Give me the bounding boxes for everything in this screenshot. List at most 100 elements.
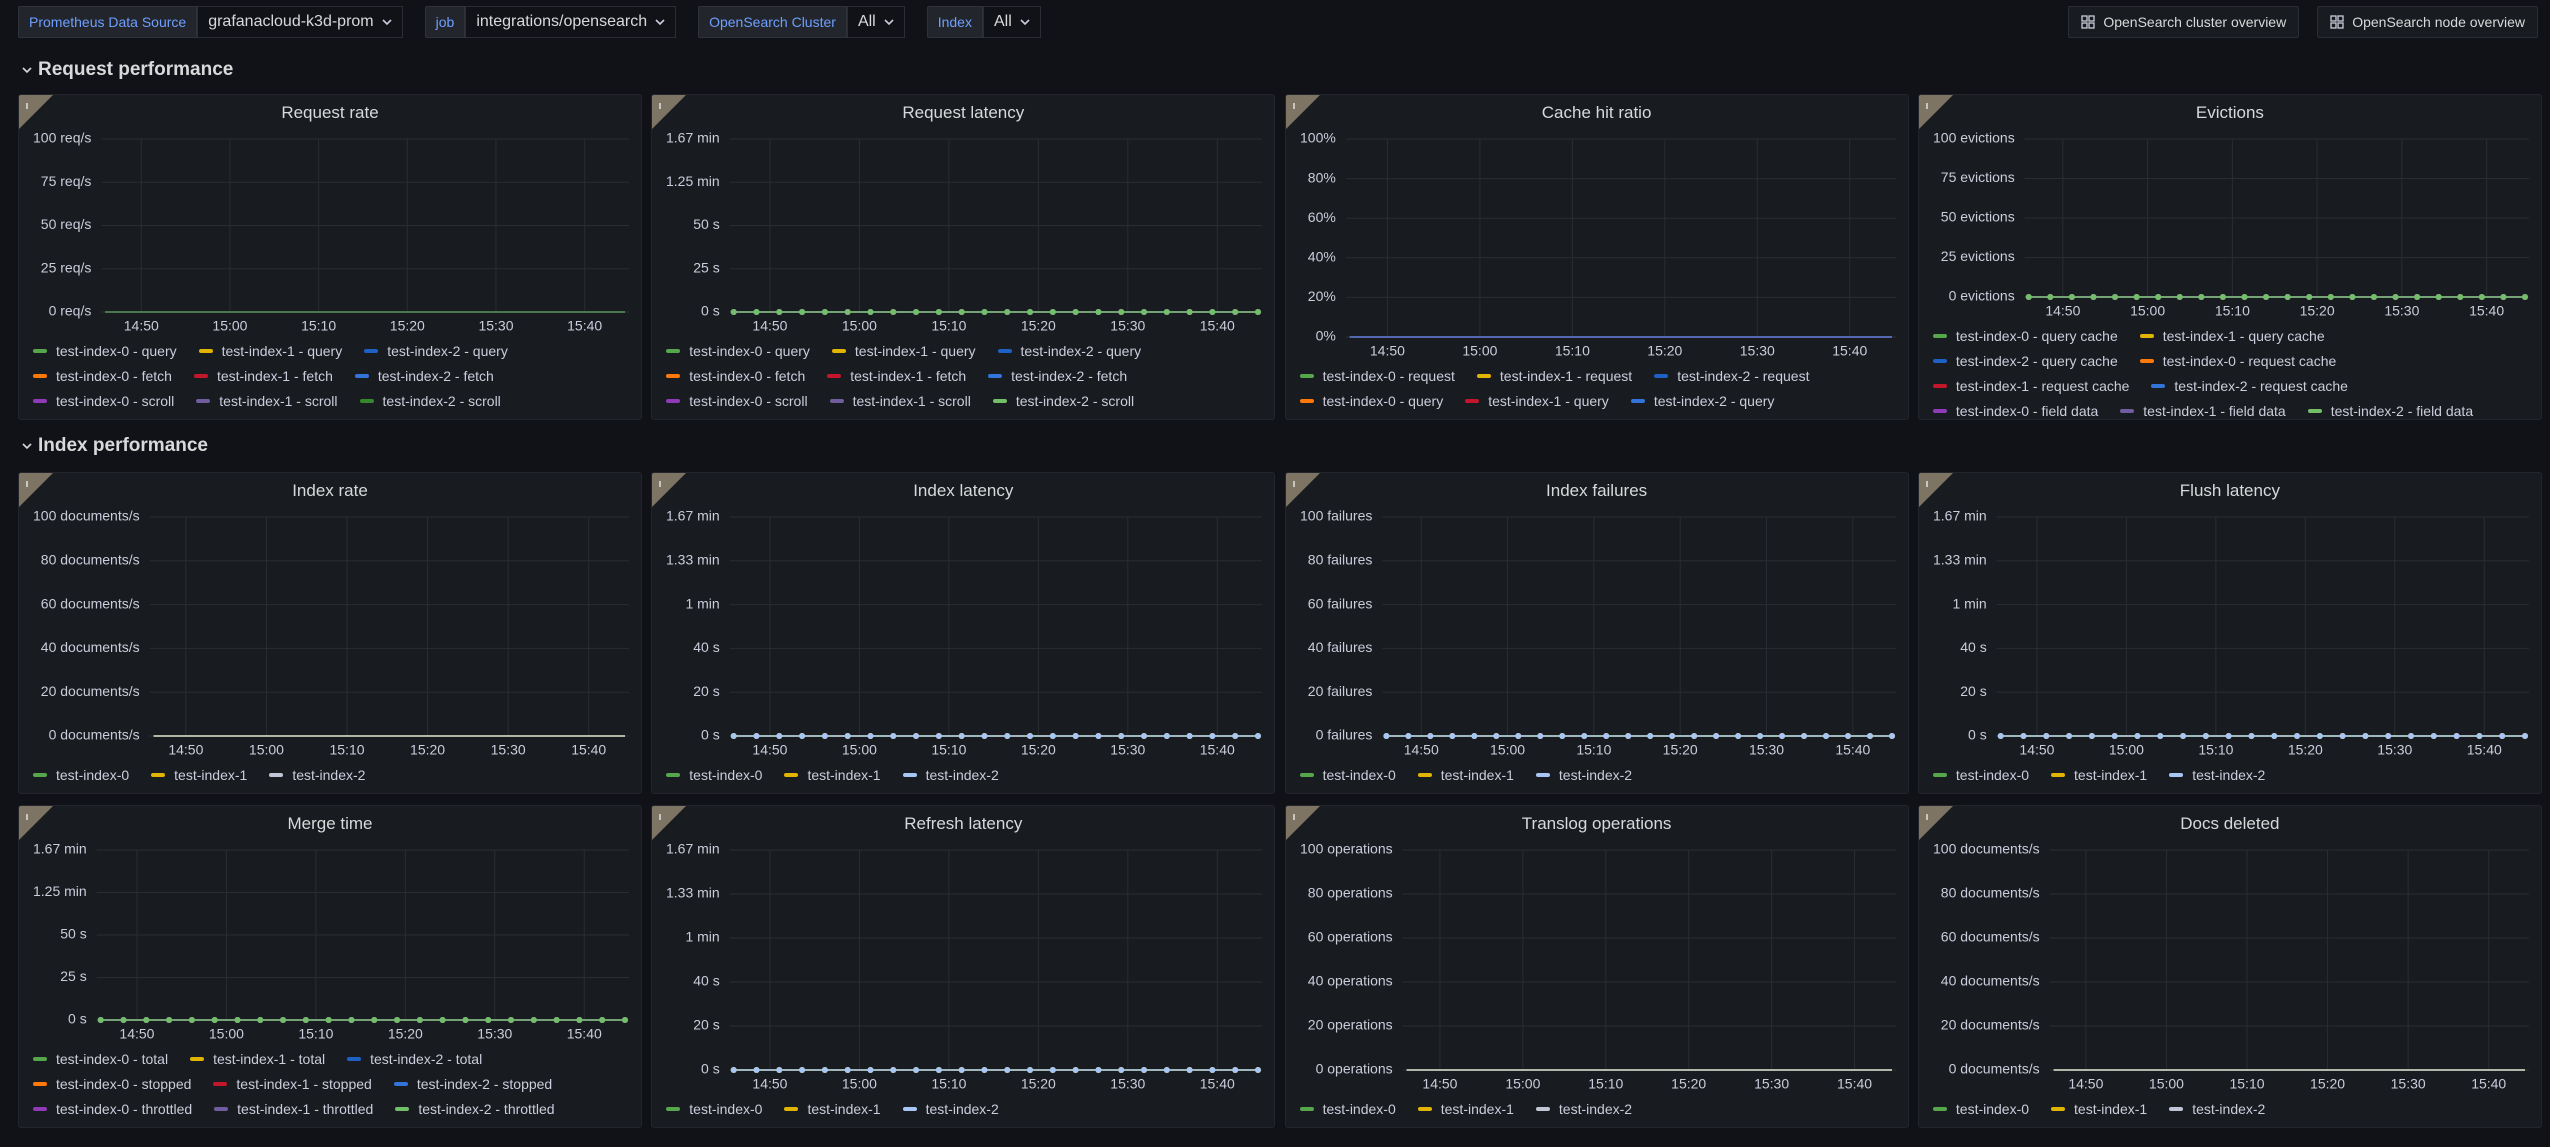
legend-item[interactable]: test-index-2: [269, 766, 365, 783]
legend-item[interactable]: test-index-0 - request cache: [2139, 352, 2336, 369]
legend-item[interactable]: test-index-1 - query: [198, 342, 342, 359]
legend-item[interactable]: test-index-0 - total: [33, 1050, 168, 1067]
legend-item[interactable]: test-index-2 - scroll: [359, 392, 501, 409]
legend-item[interactable]: test-index-1 - stopped: [213, 1075, 372, 1092]
legend-item[interactable]: test-index-1 - request cache: [1932, 377, 2129, 394]
panel-title[interactable]: Index failures: [1546, 481, 1648, 500]
legend-item[interactable]: test-index-1: [151, 766, 247, 783]
legend-item[interactable]: test-index-0 - throttled: [33, 1100, 192, 1117]
legend-item[interactable]: test-index-2: [2169, 1100, 2265, 1117]
legend-item[interactable]: test-index-2 - field data: [2307, 402, 2473, 419]
row-header[interactable]: Index performance: [22, 433, 208, 459]
legend-item[interactable]: test-index-0: [1299, 766, 1396, 783]
legend-item[interactable]: test-index-2 - request cache: [2151, 377, 2348, 394]
variable-dropdown[interactable]: All: [982, 6, 1041, 38]
legend-item[interactable]: test-index-0: [666, 766, 762, 783]
legend-item[interactable]: test-index-1: [1417, 1100, 1514, 1117]
legend-item[interactable]: test-index-2 - fetch: [354, 367, 494, 384]
legend-item[interactable]: test-index-1: [2051, 766, 2147, 783]
legend-item[interactable]: test-index-1 - query: [1465, 392, 1609, 409]
legend-item[interactable]: test-index-0 - request: [1299, 367, 1455, 384]
legend-item[interactable]: test-index-1 - field data: [2120, 402, 2286, 419]
legend-item[interactable]: test-index-0: [1932, 1100, 2029, 1117]
dashboard-link-button[interactable]: OpenSearch cluster overview: [2068, 6, 2300, 38]
row-header[interactable]: Request performance: [22, 57, 233, 83]
data-point: [2202, 733, 2209, 739]
legend-item[interactable]: test-index-0: [33, 766, 129, 783]
legend-item[interactable]: test-index-2 - stopped: [393, 1075, 552, 1092]
legend-item[interactable]: test-index-2: [1535, 1100, 1632, 1117]
plot-area: 0 req/s 25 req/s 50 req/s 75 req/s 100 req/s…: [19, 129, 641, 338]
legend-swatch: [827, 373, 842, 378]
info-corner: [652, 806, 687, 840]
apps-square: [2330, 22, 2337, 29]
panel-title[interactable]: Refresh latency: [904, 814, 1023, 833]
legend-item[interactable]: test-index-0 - fetch: [33, 367, 172, 384]
legend-item[interactable]: test-index-1: [784, 1100, 881, 1117]
legend-item[interactable]: test-index-1 - scroll: [829, 392, 971, 409]
legend-item[interactable]: test-index-2 - fetch: [988, 367, 1127, 384]
legend-item[interactable]: test-index-0 - field data: [1932, 402, 2098, 419]
info-corner: [652, 95, 687, 129]
y-tick-label: 0 operations: [1315, 1061, 1392, 1077]
legend-item[interactable]: test-index-2 - query: [364, 342, 508, 359]
variable-dropdown[interactable]: grafanacloud-k3d-prom: [197, 6, 403, 38]
legend-item[interactable]: test-index-2 - query cache: [1932, 352, 2118, 369]
legend-item[interactable]: test-index-1 - request: [1476, 367, 1632, 384]
legend-item[interactable]: test-index-0: [1932, 766, 2029, 783]
y-tick-label: 100 failures: [1300, 508, 1372, 524]
legend-item[interactable]: test-index-2 - scroll: [992, 392, 1134, 409]
panel-title[interactable]: Cache hit ratio: [1541, 103, 1652, 122]
legend-item[interactable]: test-index-2 - request: [1654, 367, 1809, 384]
legend-item[interactable]: test-index-2 - total: [347, 1050, 482, 1067]
legend-item[interactable]: test-index-0 - fetch: [666, 367, 805, 384]
legend-item[interactable]: test-index-2: [2169, 766, 2265, 783]
legend-item[interactable]: test-index-1 - scroll: [196, 392, 338, 409]
legend-item[interactable]: test-index-0 - query cache: [1932, 327, 2118, 344]
legend-item[interactable]: test-index-1 - throttled: [214, 1100, 373, 1117]
legend-item[interactable]: test-index-0 - stopped: [33, 1075, 191, 1092]
legend-item[interactable]: test-index-0 - query: [666, 342, 810, 359]
chevron-shape: [1020, 19, 1030, 26]
panel-title[interactable]: Merge time: [287, 814, 373, 833]
legend-item[interactable]: test-index-1 - query: [831, 342, 976, 359]
panel-title[interactable]: Request latency: [902, 103, 1025, 122]
legend-item[interactable]: test-index-0: [666, 1100, 762, 1117]
y-tick-label: 100 documents/s: [1933, 841, 2040, 857]
panel-title[interactable]: Docs deleted: [2180, 814, 2280, 833]
legend-item[interactable]: test-index-1 - query cache: [2139, 327, 2325, 344]
legend-item[interactable]: test-index-1: [1417, 766, 1514, 783]
legend-label: test-index-1 - stopped: [236, 1075, 372, 1092]
panel: Refresh latency 0 s 20 s 40 s 1 min 1.33 min 1…: [651, 805, 1276, 1128]
panel-title[interactable]: Request rate: [281, 103, 379, 122]
legend-item[interactable]: test-index-2 - query: [1630, 392, 1774, 409]
panel-title[interactable]: Index latency: [913, 481, 1014, 500]
dashboard-link-button[interactable]: OpenSearch node overview: [2317, 6, 2538, 38]
panel-title[interactable]: Flush latency: [2179, 481, 2280, 500]
panel-title[interactable]: Evictions: [2195, 103, 2264, 122]
variable-label: OpenSearch Cluster: [698, 6, 847, 38]
legend-item[interactable]: test-index-0 - query: [1299, 392, 1443, 409]
legend-item[interactable]: test-index-0 - scroll: [666, 392, 808, 409]
legend-item[interactable]: test-index-0 - query: [33, 342, 177, 359]
variable-label: Prometheus Data Source: [18, 6, 198, 38]
legend-item[interactable]: test-index-2 - throttled: [395, 1100, 555, 1117]
legend-swatch: [2120, 408, 2135, 413]
legend-item[interactable]: test-index-1: [784, 766, 881, 783]
panel-title[interactable]: Translog operations: [1521, 814, 1672, 833]
panel-title[interactable]: Index rate: [292, 481, 368, 500]
legend: test-index-0 - query test-index-1 - query…: [652, 338, 1274, 419]
legend-item[interactable]: test-index-1 - total: [190, 1050, 325, 1067]
legend-item[interactable]: test-index-2: [902, 1100, 999, 1117]
legend-item[interactable]: test-index-1 - fetch: [193, 367, 333, 384]
legend-item[interactable]: test-index-1: [2051, 1100, 2147, 1117]
y-tick-label: 50 s: [60, 926, 86, 942]
legend-item[interactable]: test-index-2: [902, 766, 999, 783]
variable-dropdown[interactable]: All: [846, 6, 905, 38]
variable-dropdown[interactable]: integrations/opensearch: [465, 6, 677, 38]
legend-item[interactable]: test-index-0 - scroll: [33, 392, 174, 409]
legend-item[interactable]: test-index-1 - fetch: [827, 367, 966, 384]
legend-item[interactable]: test-index-0: [1299, 1100, 1396, 1117]
legend-item[interactable]: test-index-2 - query: [997, 342, 1141, 359]
legend-item[interactable]: test-index-2: [1535, 766, 1632, 783]
